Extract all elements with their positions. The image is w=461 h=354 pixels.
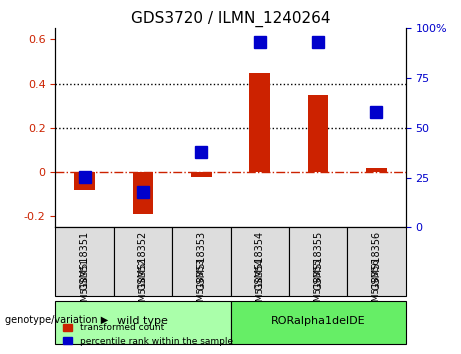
Bar (308, 95, 328, 172)
FancyBboxPatch shape (55, 227, 114, 296)
Bar (191, 172, 212, 177)
FancyBboxPatch shape (347, 227, 406, 296)
Bar (133, 172, 153, 214)
Text: genotype/variation ▶: genotype/variation ▶ (5, 315, 108, 325)
Legend: transformed count, percentile rank within the sample: transformed count, percentile rank withi… (60, 320, 236, 349)
Text: GSM518355: GSM518355 (313, 231, 323, 290)
FancyBboxPatch shape (230, 301, 406, 344)
Bar (366, 168, 387, 172)
Text: GSM518356: GSM518356 (372, 258, 381, 313)
Bar (249, 73, 270, 172)
Text: GSM518353: GSM518353 (197, 258, 206, 313)
FancyBboxPatch shape (172, 227, 230, 296)
Text: wild type: wild type (118, 316, 168, 326)
FancyBboxPatch shape (230, 227, 289, 296)
Text: RORalpha1delDE: RORalpha1delDE (271, 316, 366, 326)
Text: GSM518351: GSM518351 (79, 231, 89, 290)
Text: GSM518356: GSM518356 (372, 231, 382, 290)
Title: GDS3720 / ILMN_1240264: GDS3720 / ILMN_1240264 (131, 11, 330, 27)
Text: GSM518352: GSM518352 (138, 258, 148, 313)
Text: GSM518353: GSM518353 (196, 231, 207, 290)
FancyBboxPatch shape (55, 301, 230, 344)
FancyBboxPatch shape (289, 227, 347, 296)
FancyBboxPatch shape (114, 227, 172, 296)
Text: GSM518354: GSM518354 (254, 231, 265, 290)
Text: GSM518354: GSM518354 (255, 258, 264, 313)
Text: GSM518351: GSM518351 (80, 258, 89, 313)
Bar (74, 172, 95, 190)
Text: GSM518355: GSM518355 (313, 258, 323, 313)
Text: GSM518352: GSM518352 (138, 231, 148, 290)
